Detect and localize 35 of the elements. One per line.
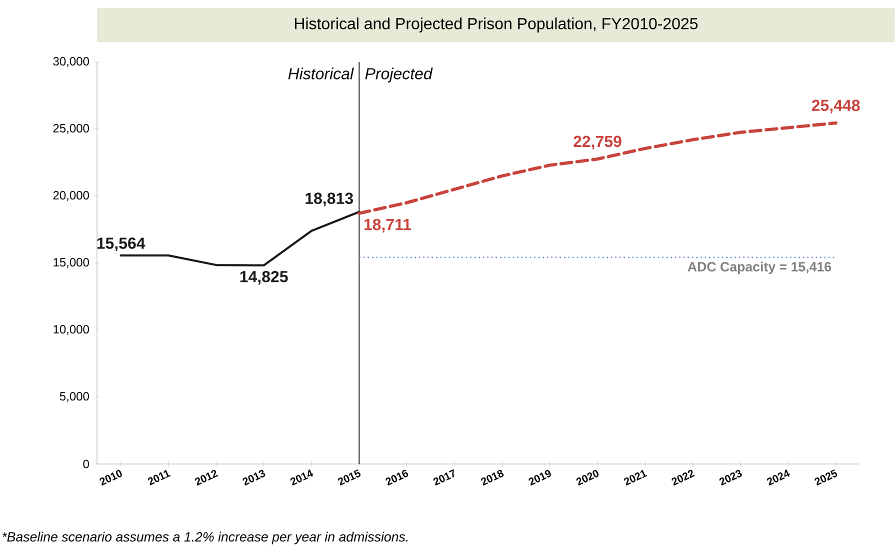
x-tick-label: 2019 <box>528 470 551 486</box>
x-tick-label: 2013 <box>242 470 266 486</box>
x-tick-label: 2011 <box>148 470 171 486</box>
y-tick-label: 30,000 <box>53 57 89 67</box>
x-tick-label: 2015 <box>338 469 361 486</box>
data-label: 22,759 <box>574 136 622 150</box>
annotation: Projected <box>365 68 433 83</box>
ref-line-label: ADC Capacity = 15,416 <box>688 262 832 274</box>
x-tick-label: 2020 <box>576 470 599 486</box>
x-tick-label: 2022 <box>672 470 695 486</box>
data-label: 18,711 <box>364 218 412 233</box>
x-tick-label: 2012 <box>195 470 218 486</box>
x-tick-label: 2018 <box>481 470 504 486</box>
data-label: 25,448 <box>812 100 860 114</box>
annotation: Historical <box>288 68 354 80</box>
y-tick-label: 5,000 <box>60 392 89 402</box>
x-tick-label: 2021 <box>624 470 648 486</box>
x-tick-label: 2014 <box>290 470 314 486</box>
chart-title: Historical and Projected Prison Population, FY2010-2025 <box>294 18 698 32</box>
x-tick-label: 2025 <box>814 469 838 486</box>
x-tick-label: 2024 <box>767 470 790 486</box>
x-tick-label: 2017 <box>433 469 454 486</box>
y-tick-label: 15,000 <box>54 258 89 268</box>
y-tick-label: 25,000 <box>53 124 89 134</box>
y-tick-label: 0 <box>83 460 89 468</box>
data-label: 18,813 <box>306 192 353 206</box>
x-tick-label: 2010 <box>100 470 122 486</box>
x-tick-label: 2023 <box>719 470 742 486</box>
y-tick-label: 10,000 <box>54 325 89 335</box>
text: *Baseline scenario assumes a 1.2% increase per year in admissions. <box>2 532 408 544</box>
x-tick-label: 2016 <box>386 470 408 486</box>
data-label: 14,825 <box>240 270 288 285</box>
data-label: 15,564 <box>97 238 146 252</box>
y-tick-label: 20,000 <box>53 191 89 201</box>
line-series <box>358 121 838 215</box>
